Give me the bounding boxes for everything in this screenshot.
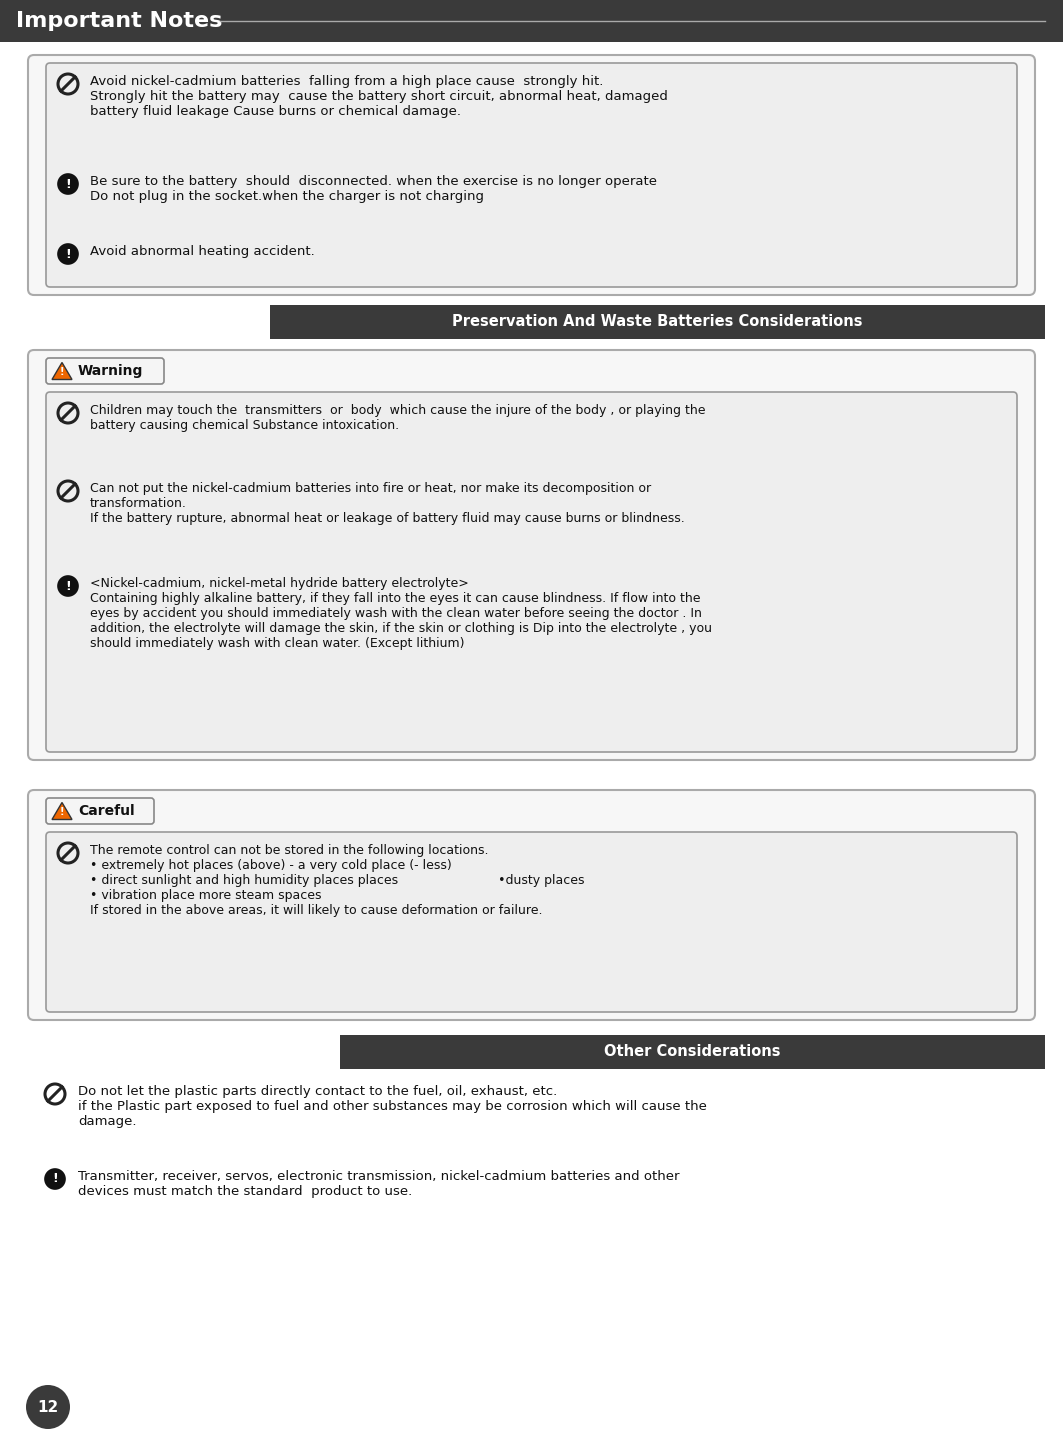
Text: Can not put the nickel-cadmium batteries into fire or heat, nor make its decompo: Can not put the nickel-cadmium batteries… bbox=[90, 482, 685, 526]
FancyBboxPatch shape bbox=[28, 350, 1035, 759]
Text: Be sure to the battery  should  disconnected. when the exercise is no longer ope: Be sure to the battery should disconnect… bbox=[90, 176, 657, 203]
Text: !: ! bbox=[65, 177, 71, 190]
Circle shape bbox=[58, 244, 78, 264]
FancyBboxPatch shape bbox=[28, 790, 1035, 1019]
Text: !: ! bbox=[52, 1173, 57, 1185]
Text: Transmitter, receiver, servos, electronic transmission, nickel-cadmium batteries: Transmitter, receiver, servos, electroni… bbox=[78, 1170, 679, 1198]
Text: !: ! bbox=[60, 807, 64, 817]
Circle shape bbox=[58, 576, 78, 595]
FancyBboxPatch shape bbox=[28, 55, 1035, 295]
FancyBboxPatch shape bbox=[46, 832, 1017, 1012]
Polygon shape bbox=[52, 803, 72, 819]
Text: Do not let the plastic parts directly contact to the fuel, oil, exhaust, etc.
if: Do not let the plastic parts directly co… bbox=[78, 1085, 707, 1128]
Text: !: ! bbox=[65, 579, 71, 592]
Bar bbox=[340, 1035, 1045, 1069]
Circle shape bbox=[58, 174, 78, 195]
Text: !: ! bbox=[60, 367, 64, 378]
Text: Avoid abnormal heating accident.: Avoid abnormal heating accident. bbox=[90, 245, 315, 258]
Text: Warning: Warning bbox=[78, 364, 144, 378]
Polygon shape bbox=[52, 363, 72, 379]
Text: !: ! bbox=[65, 247, 71, 260]
FancyBboxPatch shape bbox=[46, 62, 1017, 287]
Text: Careful: Careful bbox=[78, 804, 135, 817]
Text: The remote control can not be stored in the following locations.
• extremely hot: The remote control can not be stored in … bbox=[90, 844, 585, 918]
Bar bbox=[0, 0, 1063, 42]
Bar bbox=[270, 305, 1045, 338]
Text: Preservation And Waste Batteries Considerations: Preservation And Waste Batteries Conside… bbox=[452, 315, 863, 330]
Text: Children may touch the  transmitters  or  body  which cause the injure of the bo: Children may touch the transmitters or b… bbox=[90, 404, 706, 433]
FancyBboxPatch shape bbox=[46, 392, 1017, 752]
Text: 12: 12 bbox=[37, 1400, 58, 1414]
Circle shape bbox=[45, 1169, 65, 1189]
Text: Avoid nickel-cadmium batteries  falling from a high place cause  strongly hit.
S: Avoid nickel-cadmium batteries falling f… bbox=[90, 76, 668, 118]
Circle shape bbox=[26, 1385, 70, 1429]
FancyBboxPatch shape bbox=[46, 799, 154, 823]
Text: <Nickel-cadmium, nickel-metal hydride battery electrolyte>
Containing highly alk: <Nickel-cadmium, nickel-metal hydride ba… bbox=[90, 576, 712, 650]
Text: Other Considerations: Other Considerations bbox=[604, 1044, 780, 1060]
FancyBboxPatch shape bbox=[46, 359, 164, 383]
Text: Important Notes: Important Notes bbox=[16, 12, 222, 30]
